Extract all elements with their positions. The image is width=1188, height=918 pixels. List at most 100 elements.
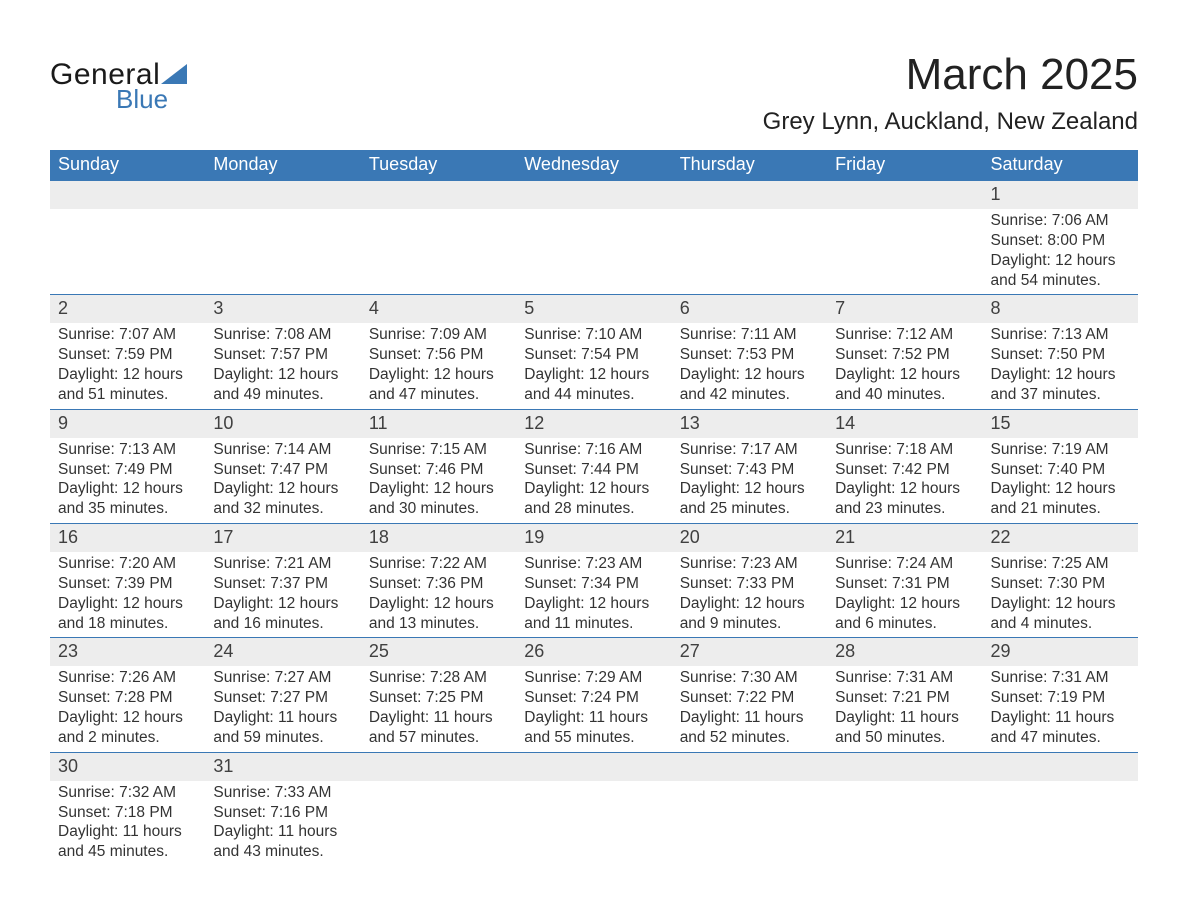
day2-text: and 54 minutes. bbox=[991, 271, 1130, 291]
sunset-text: Sunset: 7:25 PM bbox=[369, 688, 508, 708]
sunrise-text: Sunrise: 7:30 AM bbox=[680, 668, 819, 688]
sunset-text: Sunset: 7:50 PM bbox=[991, 345, 1130, 365]
day2-text: and 37 minutes. bbox=[991, 385, 1130, 405]
day-cell bbox=[361, 209, 516, 295]
sunrise-text: Sunrise: 7:28 AM bbox=[369, 668, 508, 688]
day-number bbox=[361, 181, 516, 210]
day-cell: Sunrise: 7:10 AMSunset: 7:54 PMDaylight:… bbox=[516, 323, 671, 409]
sunrise-text: Sunrise: 7:31 AM bbox=[835, 668, 974, 688]
day-number-row: 16171819202122 bbox=[50, 524, 1138, 553]
day1-text: Daylight: 12 hours bbox=[213, 479, 352, 499]
weekday-header: Saturday bbox=[983, 150, 1138, 181]
sunrise-text: Sunrise: 7:14 AM bbox=[213, 440, 352, 460]
sunset-text: Sunset: 7:57 PM bbox=[213, 345, 352, 365]
day-number bbox=[50, 181, 205, 210]
day-number: 21 bbox=[827, 524, 982, 553]
day1-text: Daylight: 12 hours bbox=[524, 365, 663, 385]
day2-text: and 32 minutes. bbox=[213, 499, 352, 519]
sunset-text: Sunset: 7:34 PM bbox=[524, 574, 663, 594]
sunrise-text: Sunrise: 7:13 AM bbox=[991, 325, 1130, 345]
sunset-text: Sunset: 7:16 PM bbox=[213, 803, 352, 823]
weekday-header: Monday bbox=[205, 150, 360, 181]
day-cell: Sunrise: 7:23 AMSunset: 7:33 PMDaylight:… bbox=[672, 552, 827, 638]
day-number: 7 bbox=[827, 295, 982, 324]
day1-text: Daylight: 12 hours bbox=[680, 479, 819, 499]
sunset-text: Sunset: 7:56 PM bbox=[369, 345, 508, 365]
sunrise-text: Sunrise: 7:29 AM bbox=[524, 668, 663, 688]
day1-text: Daylight: 12 hours bbox=[835, 594, 974, 614]
day-cell: Sunrise: 7:21 AMSunset: 7:37 PMDaylight:… bbox=[205, 552, 360, 638]
day-number: 23 bbox=[50, 638, 205, 667]
day-number: 14 bbox=[827, 409, 982, 438]
day2-text: and 59 minutes. bbox=[213, 728, 352, 748]
day-number: 11 bbox=[361, 409, 516, 438]
day-data-row: Sunrise: 7:13 AMSunset: 7:49 PMDaylight:… bbox=[50, 438, 1138, 524]
sunrise-text: Sunrise: 7:23 AM bbox=[680, 554, 819, 574]
day1-text: Daylight: 12 hours bbox=[991, 365, 1130, 385]
day-number: 26 bbox=[516, 638, 671, 667]
day1-text: Daylight: 11 hours bbox=[524, 708, 663, 728]
day-number: 17 bbox=[205, 524, 360, 553]
day2-text: and 13 minutes. bbox=[369, 614, 508, 634]
day-number: 5 bbox=[516, 295, 671, 324]
day-data-row: Sunrise: 7:32 AMSunset: 7:18 PMDaylight:… bbox=[50, 781, 1138, 866]
day2-text: and 16 minutes. bbox=[213, 614, 352, 634]
day-data-row: Sunrise: 7:26 AMSunset: 7:28 PMDaylight:… bbox=[50, 666, 1138, 752]
day-cell: Sunrise: 7:12 AMSunset: 7:52 PMDaylight:… bbox=[827, 323, 982, 409]
day2-text: and 25 minutes. bbox=[680, 499, 819, 519]
day-number-row: 3031 bbox=[50, 752, 1138, 781]
day1-text: Daylight: 11 hours bbox=[369, 708, 508, 728]
title-block: March 2025 Grey Lynn, Auckland, New Zeal… bbox=[763, 30, 1138, 144]
day-number: 10 bbox=[205, 409, 360, 438]
day-cell: Sunrise: 7:31 AMSunset: 7:21 PMDaylight:… bbox=[827, 666, 982, 752]
day-number: 19 bbox=[516, 524, 671, 553]
sunrise-text: Sunrise: 7:21 AM bbox=[213, 554, 352, 574]
day-cell: Sunrise: 7:13 AMSunset: 7:49 PMDaylight:… bbox=[50, 438, 205, 524]
day-number: 29 bbox=[983, 638, 1138, 667]
day2-text: and 57 minutes. bbox=[369, 728, 508, 748]
day-cell: Sunrise: 7:06 AMSunset: 8:00 PMDaylight:… bbox=[983, 209, 1138, 295]
sunset-text: Sunset: 8:00 PM bbox=[991, 231, 1130, 251]
sunrise-text: Sunrise: 7:25 AM bbox=[991, 554, 1130, 574]
day2-text: and 45 minutes. bbox=[58, 842, 197, 862]
day1-text: Daylight: 12 hours bbox=[58, 594, 197, 614]
day-number: 8 bbox=[983, 295, 1138, 324]
day-cell: Sunrise: 7:07 AMSunset: 7:59 PMDaylight:… bbox=[50, 323, 205, 409]
day-number bbox=[361, 752, 516, 781]
day2-text: and 44 minutes. bbox=[524, 385, 663, 405]
day2-text: and 40 minutes. bbox=[835, 385, 974, 405]
day-cell: Sunrise: 7:27 AMSunset: 7:27 PMDaylight:… bbox=[205, 666, 360, 752]
day-number-row: 1 bbox=[50, 181, 1138, 210]
day-cell: Sunrise: 7:15 AMSunset: 7:46 PMDaylight:… bbox=[361, 438, 516, 524]
day-cell: Sunrise: 7:29 AMSunset: 7:24 PMDaylight:… bbox=[516, 666, 671, 752]
day-number: 6 bbox=[672, 295, 827, 324]
day-number bbox=[516, 181, 671, 210]
sunset-text: Sunset: 7:47 PM bbox=[213, 460, 352, 480]
day-number: 18 bbox=[361, 524, 516, 553]
day-cell: Sunrise: 7:18 AMSunset: 7:42 PMDaylight:… bbox=[827, 438, 982, 524]
sunrise-text: Sunrise: 7:32 AM bbox=[58, 783, 197, 803]
day-cell: Sunrise: 7:20 AMSunset: 7:39 PMDaylight:… bbox=[50, 552, 205, 638]
day-number bbox=[827, 752, 982, 781]
sunset-text: Sunset: 7:21 PM bbox=[835, 688, 974, 708]
sunset-text: Sunset: 7:24 PM bbox=[524, 688, 663, 708]
sunrise-text: Sunrise: 7:20 AM bbox=[58, 554, 197, 574]
day1-text: Daylight: 12 hours bbox=[524, 594, 663, 614]
day-cell bbox=[205, 209, 360, 295]
calendar-table: Sunday Monday Tuesday Wednesday Thursday… bbox=[50, 150, 1138, 866]
day-cell: Sunrise: 7:09 AMSunset: 7:56 PMDaylight:… bbox=[361, 323, 516, 409]
sunset-text: Sunset: 7:54 PM bbox=[524, 345, 663, 365]
triangle-icon bbox=[161, 64, 187, 84]
day-number: 24 bbox=[205, 638, 360, 667]
sunset-text: Sunset: 7:18 PM bbox=[58, 803, 197, 823]
sunrise-text: Sunrise: 7:11 AM bbox=[680, 325, 819, 345]
sunset-text: Sunset: 7:27 PM bbox=[213, 688, 352, 708]
sunset-text: Sunset: 7:49 PM bbox=[58, 460, 197, 480]
weekday-header: Friday bbox=[827, 150, 982, 181]
sunrise-text: Sunrise: 7:27 AM bbox=[213, 668, 352, 688]
sunrise-text: Sunrise: 7:23 AM bbox=[524, 554, 663, 574]
day-number-row: 9101112131415 bbox=[50, 409, 1138, 438]
sunrise-text: Sunrise: 7:06 AM bbox=[991, 211, 1130, 231]
day-cell bbox=[516, 781, 671, 866]
day2-text: and 49 minutes. bbox=[213, 385, 352, 405]
